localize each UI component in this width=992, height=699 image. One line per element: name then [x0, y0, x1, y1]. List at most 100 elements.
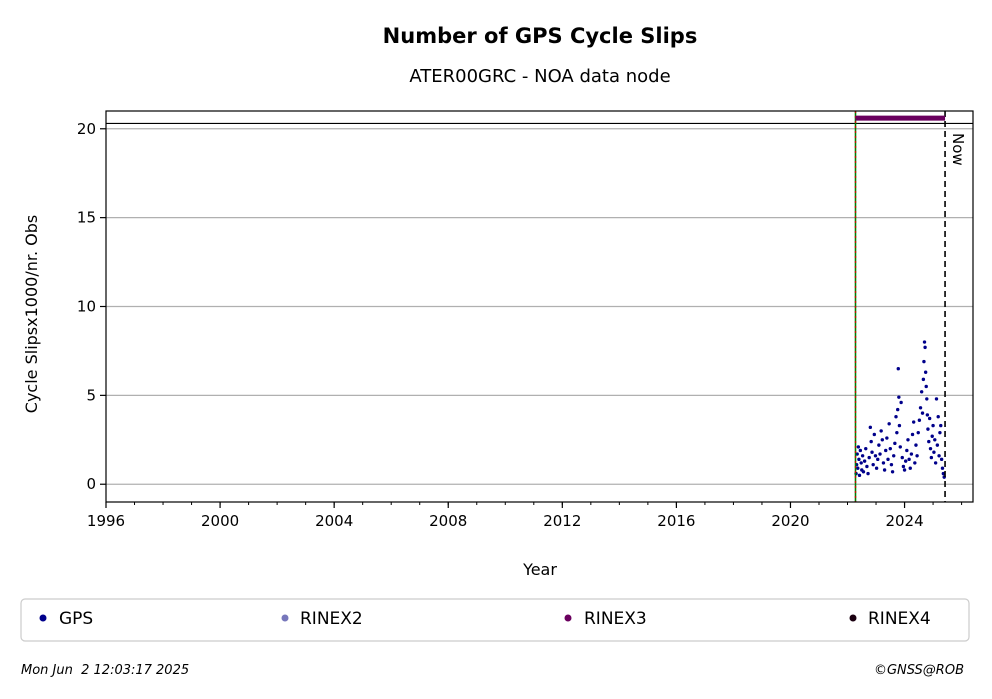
x-tick-label: 2000: [201, 512, 239, 530]
gps-point: [897, 395, 901, 399]
legend-marker-rinex3: [564, 614, 572, 622]
gps-point: [916, 430, 920, 435]
gps-point: [902, 468, 907, 472]
gps-point: [867, 455, 871, 460]
gps-point: [923, 345, 927, 350]
gps-point: [866, 471, 870, 476]
gps-point: [938, 430, 942, 435]
y-tick-label: 20: [77, 120, 96, 138]
gps-point: [898, 445, 902, 449]
legend-frame: [20, 598, 970, 642]
gps-point: [893, 441, 897, 446]
y-axis: 0 5 10 15 20: [77, 120, 106, 493]
gps-point: [925, 397, 929, 401]
gps-point: [907, 457, 911, 462]
footer-timestamp: Mon Jun 2 12:03:17 2025: [21, 663, 189, 678]
gps-point: [934, 397, 939, 401]
gps-point: [873, 454, 878, 458]
gps-point: [933, 438, 937, 442]
x-tick-label: 2016: [657, 512, 695, 530]
gps-point: [903, 459, 908, 463]
gps-point: [896, 407, 900, 412]
gps-point: [865, 464, 869, 469]
gps-point: [919, 390, 924, 394]
gps-point: [920, 411, 925, 415]
gps-point: [924, 384, 928, 389]
gps-point: [878, 452, 882, 456]
y-gridlines: [106, 128, 973, 485]
chart-subtitle: ATER00GRC - NOA data node: [409, 66, 670, 87]
chart-title: Number of GPS Cycle Slips: [383, 24, 698, 48]
gps-point: [869, 439, 873, 444]
gps-point: [884, 448, 888, 453]
gps-point: [862, 459, 867, 463]
gps-point: [887, 422, 891, 426]
x-tick-label: 2008: [429, 512, 467, 530]
gps-point: [882, 468, 887, 472]
gps-point: [940, 466, 945, 470]
gps-point: [877, 443, 881, 447]
gps-point: [911, 420, 916, 424]
gps-data-points: [854, 340, 946, 479]
legend-marker-rinex2: [281, 614, 289, 622]
gps-point: [915, 454, 919, 458]
gps-point: [909, 452, 914, 456]
gps-point: [917, 418, 922, 422]
gps-point: [908, 466, 912, 470]
legend-box: GPS RINEX2 RINEX3 RINEX4: [20, 598, 970, 642]
x-axis: 1996 2000 2004 2008 2012 2016 2020 2024: [87, 502, 963, 530]
gps-point: [858, 448, 863, 453]
gps-point: [899, 400, 903, 405]
y-tick-label: 10: [77, 298, 96, 316]
gps-point: [906, 438, 910, 442]
y-axis-label: Cycle Slipsx1000/nr. Obs: [22, 215, 41, 413]
gps-point: [888, 446, 892, 451]
y-tick-label: 0: [86, 475, 96, 493]
gps-point: [941, 471, 946, 476]
gps-point: [926, 427, 930, 431]
y-tick-label: 5: [86, 386, 96, 404]
x-axis-label: Year: [522, 560, 557, 579]
gps-point: [932, 450, 936, 454]
gps-point: [929, 455, 934, 460]
gps-point: [896, 367, 900, 371]
gps-point: [939, 423, 943, 428]
gps-point: [927, 439, 931, 444]
legend-label-gps: GPS: [59, 609, 93, 629]
gps-point: [870, 450, 874, 454]
gps-point: [895, 430, 899, 435]
gps-point: [871, 462, 875, 467]
gps-point: [864, 446, 868, 451]
gps-point: [921, 377, 926, 382]
gps-point: [892, 454, 896, 458]
gps-point: [881, 461, 886, 465]
gps-point: [897, 423, 902, 428]
gps-point: [923, 370, 928, 374]
x-tick-label: 2020: [771, 512, 809, 530]
gps-point: [935, 443, 940, 447]
gps-point: [933, 461, 938, 465]
x-tick-label: 2012: [543, 512, 581, 530]
footer-copyright: ©GNSS@ROB: [874, 663, 964, 678]
gps-point: [876, 457, 880, 462]
gps-point: [939, 457, 944, 462]
x-tick-label: 1996: [87, 512, 125, 530]
gps-point: [925, 413, 930, 417]
gps-point: [901, 464, 906, 469]
gps-point: [931, 423, 935, 428]
gps-point: [937, 454, 941, 458]
now-label: Now: [949, 133, 967, 166]
gps-point: [857, 473, 862, 478]
gps-point: [874, 466, 879, 470]
legend-label-rinex4: RINEX4: [868, 609, 931, 629]
legend-items: GPS RINEX2 RINEX3 RINEX4: [39, 609, 931, 629]
gps-point: [914, 443, 918, 447]
gps-point: [879, 429, 883, 433]
gps-point: [889, 462, 894, 467]
gps-point: [856, 445, 861, 449]
x-tick-label: 2004: [315, 512, 353, 530]
gps-point: [922, 359, 926, 364]
gps-point: [890, 470, 895, 474]
gps-point: [857, 457, 861, 462]
